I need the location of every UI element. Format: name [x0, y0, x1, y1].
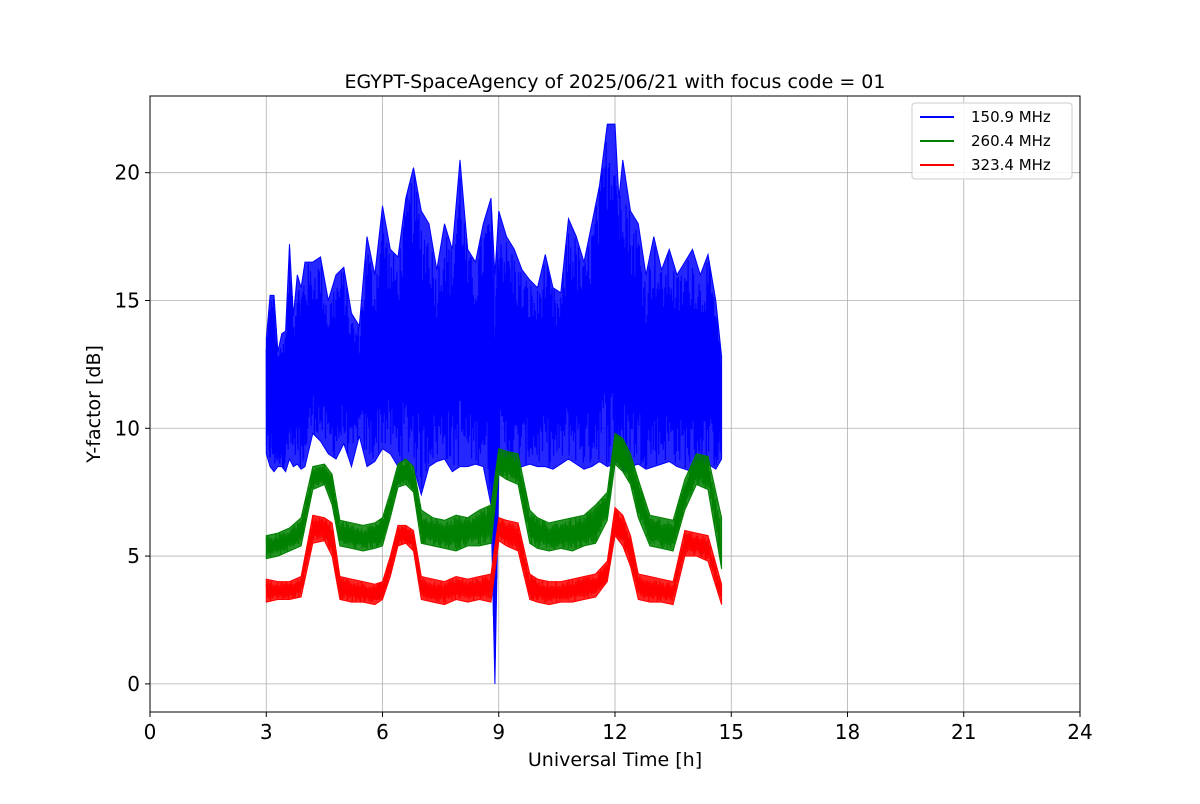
series-layer [265, 123, 723, 684]
y-tick-label: 20 [115, 161, 140, 185]
y-tick-label: 0 [127, 672, 140, 696]
legend-label-150: 150.9 MHz [971, 108, 1051, 126]
x-tick-label: 18 [835, 720, 860, 744]
y-tick-label: 10 [115, 416, 140, 440]
x-axis-ticks: 0 3 6 9 12 15 18 21 24 [144, 712, 1093, 744]
x-tick-label: 3 [260, 720, 273, 744]
series-150-9-mhz [265, 123, 723, 684]
y-tick-label: 5 [127, 544, 140, 568]
series-260-4-mhz [265, 432, 723, 569]
series-323-4-mhz [265, 506, 723, 606]
x-tick-label: 21 [951, 720, 976, 744]
legend-label-260: 260.4 MHz [971, 132, 1051, 150]
y-tick-label: 15 [115, 288, 140, 312]
series-trace [265, 141, 722, 659]
series-trace [265, 435, 722, 563]
y-axis-ticks: 0 5 10 15 20 [115, 161, 150, 696]
legend-box [911, 102, 1073, 180]
x-tick-label: 15 [719, 720, 744, 744]
chart-title: EGYPT-SpaceAgency of 2025/06/21 with foc… [345, 71, 886, 93]
x-tick-label: 0 [144, 720, 157, 744]
legend: 150.9 MHz 260.4 MHz 323.4 MHz [911, 102, 1073, 180]
x-tick-label: 9 [492, 720, 505, 744]
x-tick-label: 12 [602, 720, 627, 744]
series-trace [265, 509, 722, 604]
x-tick-label: 6 [376, 720, 389, 744]
x-tick-label: 24 [1067, 720, 1092, 744]
x-axis-label: Universal Time [h] [528, 749, 702, 771]
legend-label-323: 323.4 MHz [971, 156, 1051, 174]
y-axis-label: Y-factor [dB] [83, 345, 105, 464]
